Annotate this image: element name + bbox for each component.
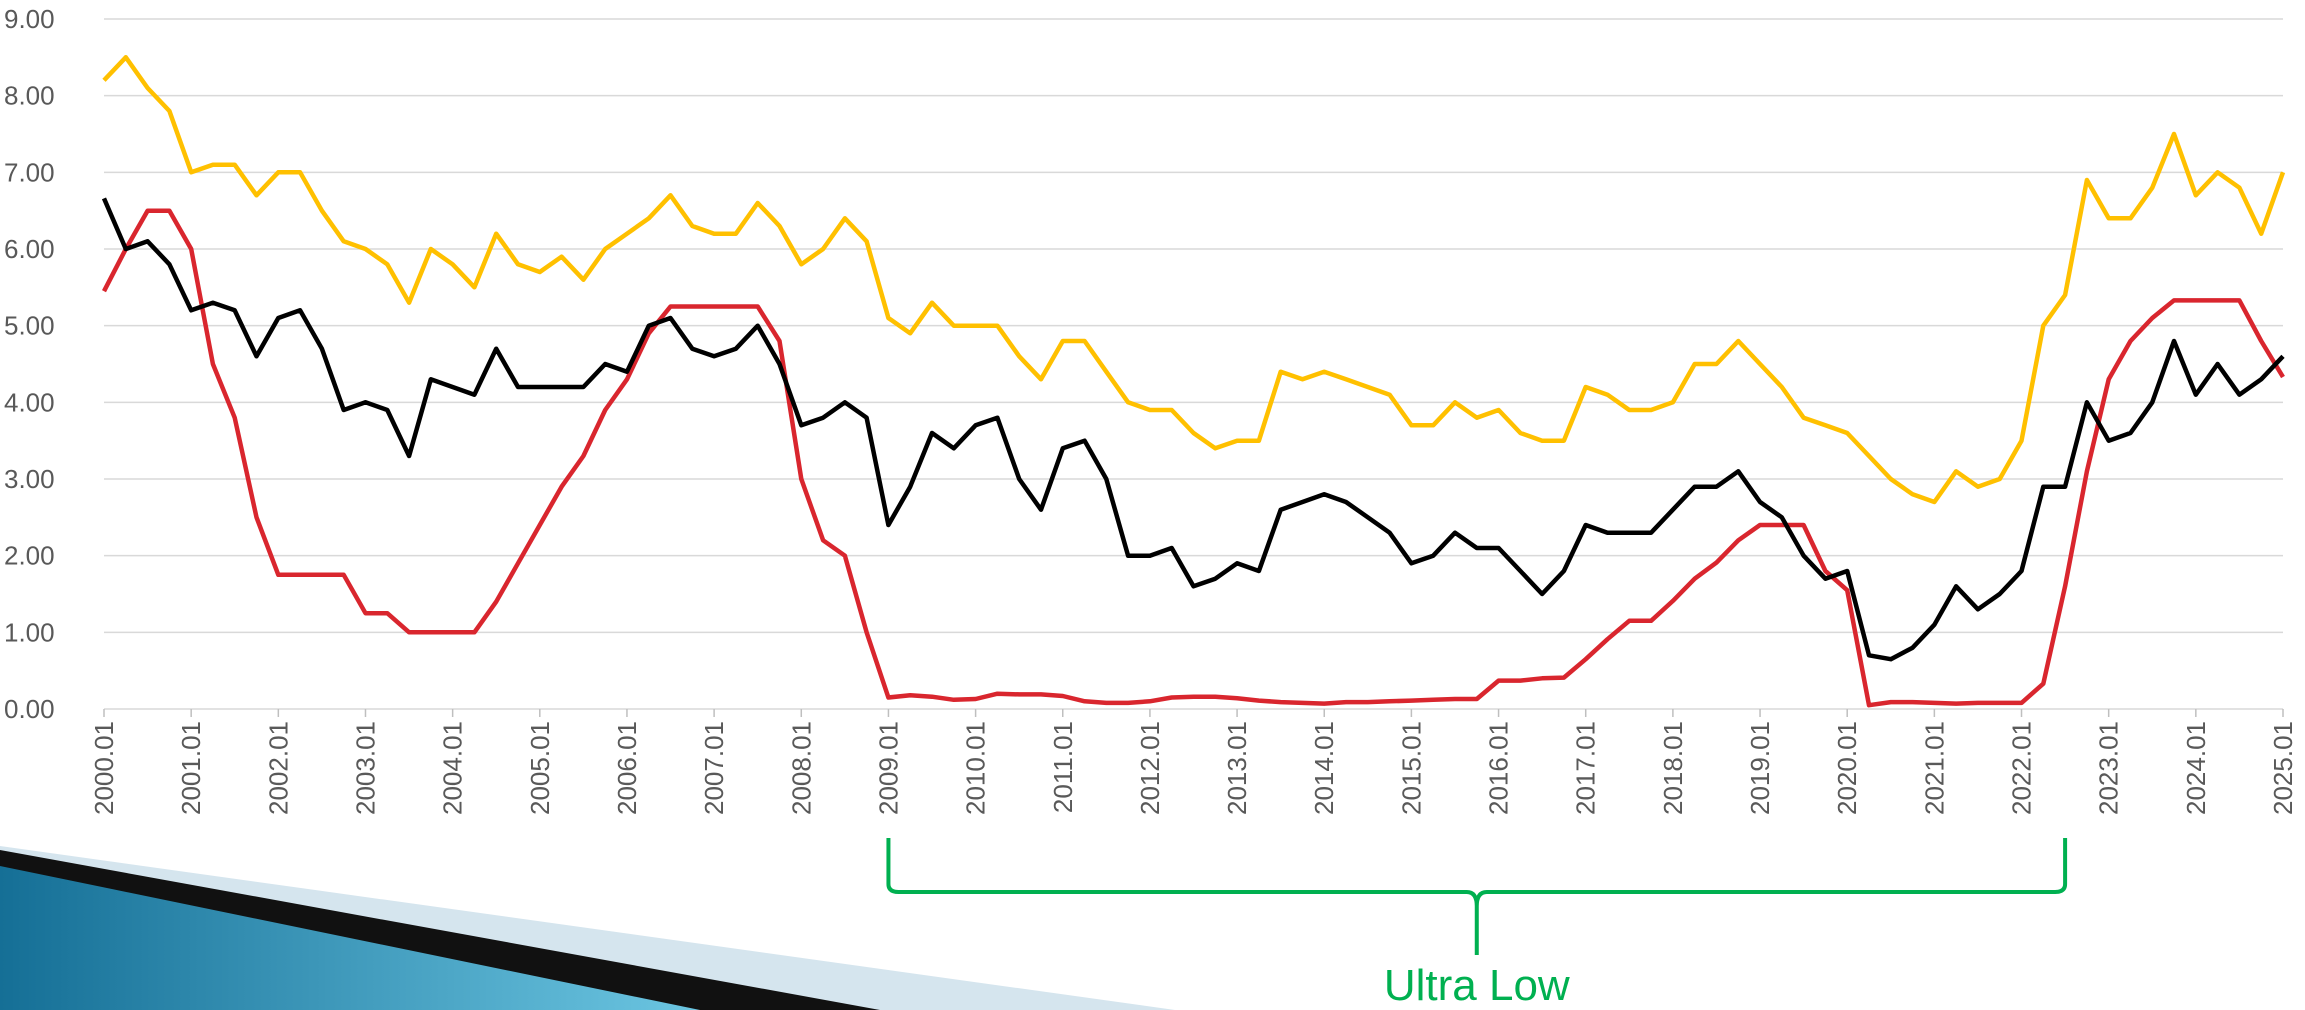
x-tick-label: 2019.01 (1745, 721, 1775, 815)
x-tick-label: 2003.01 (350, 721, 380, 815)
x-tick-label: 2004.01 (438, 721, 468, 815)
x-tick-label: 2018.01 (1658, 721, 1688, 815)
annotation-label: Ultra Low (1384, 961, 1570, 1010)
x-tick-label: 2008.01 (786, 721, 816, 815)
x-tick-label: 2023.01 (2094, 721, 2124, 815)
y-tick-label: 8.00 (4, 81, 55, 111)
y-tick-label: 3.00 (4, 464, 55, 494)
x-tick-label: 2005.01 (525, 721, 555, 815)
x-tick-label: 2025.01 (2268, 721, 2298, 815)
page: 0.00 1.00 2.00 3.00 4.00 5.00 6.00 7.00 8.00 9.00… (0, 0, 2305, 1010)
x-tick-label: 2009.01 (873, 721, 903, 815)
x-tick-label: 2000.01 (89, 721, 119, 815)
x-tick-label: 2012.01 (1135, 721, 1165, 815)
x-tick-label: 2016.01 (1484, 721, 1514, 815)
x-tick-label: 2015.01 (1396, 721, 1426, 815)
x-tick-label: 2020.01 (1832, 721, 1862, 815)
y-tick-label: 9.00 (4, 4, 55, 34)
x-tick-label: 2021.01 (1919, 721, 1949, 815)
x-tick-label: 2013.01 (1222, 721, 1252, 815)
chart: 0.00 1.00 2.00 3.00 4.00 5.00 6.00 7.00 8.00 9.00… (0, 0, 2305, 1010)
y-tick-label: 7.00 (4, 157, 55, 187)
x-tick-label: 2022.01 (2007, 721, 2037, 815)
annotation-bracket (888, 838, 2065, 955)
x-tick-label: 2002.01 (263, 721, 293, 815)
x-tick-label: 2001.01 (176, 721, 206, 815)
x-tick-label: 2024.01 (2181, 721, 2211, 815)
series-line (104, 57, 2283, 502)
x-tick-label: 2011.01 (1048, 721, 1078, 813)
x-tick-label: 2010.01 (961, 721, 991, 815)
series-line (104, 198, 2283, 659)
x-tick-label: 2006.01 (612, 721, 642, 815)
y-tick-label: 6.00 (4, 234, 55, 264)
y-tick-label: 2.00 (4, 541, 55, 571)
y-tick-label: 1.00 (4, 617, 55, 647)
y-tick-label: 5.00 (4, 311, 55, 341)
y-tick-label: 0.00 (4, 694, 55, 724)
x-tick-label: 2007.01 (699, 721, 729, 815)
x-tick-label: 2017.01 (1571, 721, 1601, 815)
x-tick-label: 2014.01 (1309, 721, 1339, 815)
series-line (104, 211, 2283, 706)
y-tick-label: 4.00 (4, 387, 55, 417)
